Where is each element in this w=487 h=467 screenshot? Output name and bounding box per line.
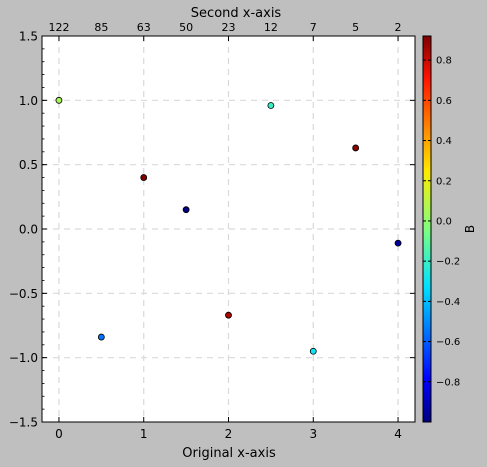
y-tick-label: −1.0 (9, 351, 38, 365)
y-tick-label: −1.5 (9, 416, 38, 430)
colorbar-bar (422, 35, 432, 423)
data-point (97, 333, 105, 341)
colorbar-tick-label: 0.4 (436, 136, 452, 147)
x-tick-label: 4 (394, 427, 402, 441)
secondary-x-tick-label: 122 (48, 21, 69, 34)
x-tick-label: 3 (309, 427, 317, 441)
x-tick-label: 2 (225, 427, 233, 441)
data-point (267, 102, 275, 109)
colorbar-tick-label: −0.4 (436, 297, 460, 308)
y-tick-label: 0.5 (19, 158, 38, 172)
colorbar-tick-label: −0.2 (436, 257, 460, 268)
secondary-x-tick-label: 50 (179, 21, 193, 34)
y-tick-label: 1.5 (19, 30, 38, 44)
secondary-x-axis-ticks: 122 85 63 50 23 12 7 5 2 (48, 21, 401, 34)
secondary-x-tick-label: 2 (395, 21, 402, 34)
y-tick-label: −0.5 (9, 287, 38, 301)
secondary-x-tick-label: 85 (94, 21, 108, 34)
y-axis-ticks: 1.5 1.0 0.5 0.0 −0.5 −1.0 −1.5 (9, 30, 415, 430)
secondary-x-tick-label: 23 (222, 21, 236, 34)
data-point (140, 174, 148, 181)
x-tick-label: 0 (55, 427, 63, 441)
colorbar-tick-label: 0.8 (436, 56, 452, 67)
secondary-x-tick-label: 7 (310, 21, 317, 34)
secondary-x-tick-label: 12 (264, 21, 278, 34)
data-point (394, 239, 402, 247)
data-point (55, 96, 63, 104)
colorbar-ticks: 0.8 0.6 0.4 0.2 0.0 −0.2 −0.4 −0.6 −0.8 (423, 56, 460, 388)
data-point (309, 347, 317, 355)
secondary-x-tick-label: 63 (137, 21, 151, 34)
data-points (55, 96, 402, 355)
colorbar-tick-label: 0.0 (436, 216, 452, 227)
colorbar-tick-label: 0.2 (436, 176, 452, 187)
colorbar-tick-label: −0.8 (436, 377, 460, 388)
data-point (352, 144, 360, 152)
colorbar-tick-label: −0.6 (436, 337, 460, 348)
x-axis-ticks: 0 1 2 3 4 (55, 36, 402, 441)
data-point (225, 311, 232, 319)
grid (42, 36, 415, 422)
secondary-x-tick-label: 5 (352, 21, 359, 34)
colorbar-label: B (463, 225, 477, 233)
data-point (182, 206, 190, 214)
y-tick-label: 0.0 (19, 223, 38, 237)
y-tick-label: 1.0 (19, 94, 38, 108)
x-tick-label: 1 (140, 427, 148, 441)
x-axis-label: Original x-axis (182, 446, 276, 461)
colorbar-tick-label: 0.6 (436, 96, 452, 107)
chart-title: Second x-axis (191, 6, 282, 21)
